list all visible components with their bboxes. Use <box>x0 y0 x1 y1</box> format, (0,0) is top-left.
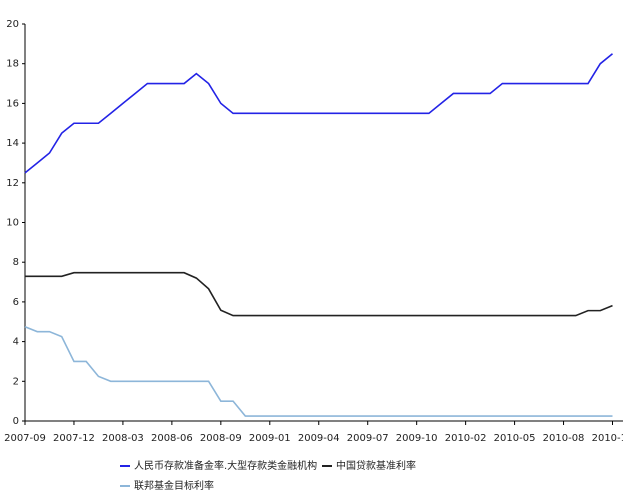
y-tick-label: 4 <box>13 337 19 348</box>
series-line <box>24 325 613 417</box>
y-tick-label: 12 <box>6 178 19 189</box>
x-tick-label: 2008-09 <box>200 433 242 444</box>
y-tick-label: 0 <box>13 416 19 427</box>
y-tick-label: 18 <box>6 59 19 70</box>
x-tick-label: 2010-05 <box>494 433 536 444</box>
legend-label: 中国贷款基准利率 <box>336 459 416 472</box>
y-tick-label: 20 <box>6 19 19 30</box>
x-tick-label: 2009-04 <box>298 433 340 444</box>
x-tick-label: 2010-11 <box>592 433 623 444</box>
x-tick-label: 2007-09 <box>4 433 46 444</box>
x-tick-label: 2009-01 <box>249 433 291 444</box>
y-tick-label: 2 <box>13 376 19 387</box>
x-tick-label: 2007-12 <box>53 433 95 444</box>
y-tick-label: 6 <box>13 297 19 308</box>
y-tick-label: 10 <box>6 218 19 229</box>
x-tick-label: 2009-07 <box>347 433 389 444</box>
x-tick-label: 2008-06 <box>151 433 193 444</box>
x-tick-label: 2010-08 <box>543 433 585 444</box>
legend-label: 人民币存款准备金率.大型存款类金融机构 <box>134 459 317 472</box>
y-tick-label: 14 <box>6 138 19 149</box>
y-tick-label: 16 <box>6 98 19 109</box>
x-tick-label: 2009-10 <box>396 433 438 444</box>
x-tick-label: 2008-03 <box>102 433 144 444</box>
x-tick-label: 2010-02 <box>445 433 487 444</box>
series-line <box>25 271 613 317</box>
y-tick-label: 8 <box>13 257 19 268</box>
legend-label: 联邦基金目标利率 <box>134 479 214 492</box>
series-line <box>24 53 614 174</box>
